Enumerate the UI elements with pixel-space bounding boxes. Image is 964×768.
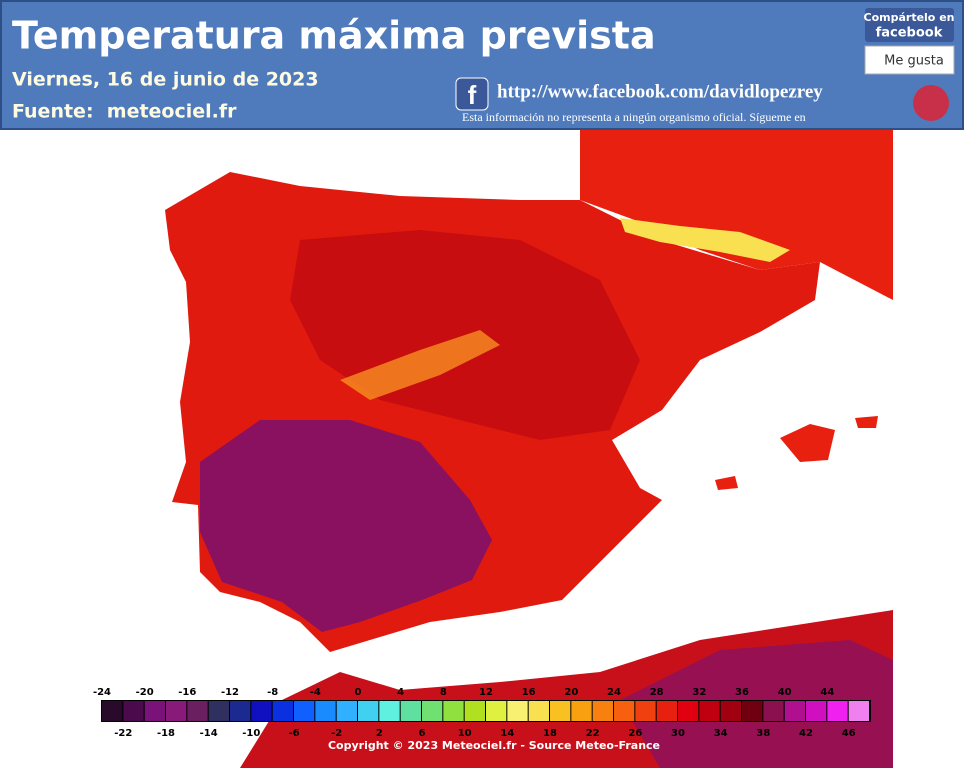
france-region [580, 130, 893, 300]
legend-cell [422, 701, 443, 721]
logo [913, 85, 949, 121]
legend-label: -20 [136, 687, 154, 698]
legend-cell [592, 701, 613, 721]
disclaimer: Esta información no representa a ningún … [462, 110, 806, 124]
legend-cell [187, 701, 208, 721]
legend-cell [614, 701, 635, 721]
legend-label: 28 [650, 687, 664, 698]
legend-label: 40 [778, 687, 792, 698]
legend-cell [358, 701, 379, 721]
legend-cell [208, 701, 229, 721]
legend-cell [102, 701, 123, 721]
legend-label: -2 [331, 728, 342, 739]
legend-label: 12 [479, 687, 493, 698]
legend-label: 4 [397, 687, 404, 698]
legend-label: 20 [564, 687, 578, 698]
legend-label: 22 [586, 728, 600, 739]
legend-cell [763, 701, 784, 721]
header: Temperatura máxima prevista Viernes, 16 … [0, 0, 964, 130]
legend-label: 6 [419, 728, 426, 739]
legend: -24-22-20-18-16-14-12-10-8-6-4-202468101… [93, 687, 871, 739]
legend-cell [848, 701, 869, 721]
facebook-icon-letter: f [468, 80, 477, 110]
facebook-url[interactable]: http://www.facebook.com/davidlopezrey [497, 81, 823, 102]
legend-label: 16 [522, 687, 536, 698]
legend-label: -10 [242, 728, 260, 739]
legend-label: 38 [756, 728, 770, 739]
legend-cell [272, 701, 293, 721]
like-button[interactable] [864, 45, 955, 75]
legend-cell [379, 701, 400, 721]
legend-label: 0 [355, 687, 362, 698]
legend-label: 44 [820, 687, 834, 698]
legend-cell [806, 701, 827, 721]
legend-label: 34 [714, 728, 728, 739]
legend-cell [507, 701, 528, 721]
legend-label: 32 [692, 687, 706, 698]
legend-cell [827, 701, 848, 721]
share-button[interactable] [865, 8, 954, 42]
legend-cell [571, 701, 592, 721]
legend-cell [528, 701, 549, 721]
source: Fuente: meteociel.fr [12, 101, 237, 123]
legend-label: -24 [93, 687, 111, 698]
legend-label: 36 [735, 687, 749, 698]
legend-label: -16 [178, 687, 196, 698]
legend-cell [550, 701, 571, 721]
legend-cell [294, 701, 315, 721]
legend-cell [166, 701, 187, 721]
legend-label: 8 [440, 687, 447, 698]
legend-label: 24 [607, 687, 621, 698]
central-mountains [340, 330, 500, 400]
legend-label: 30 [671, 728, 685, 739]
legend-label: -22 [114, 728, 132, 739]
title: Temperatura máxima prevista [12, 14, 656, 58]
legend-label: 46 [842, 728, 856, 739]
facebook-icon [455, 77, 489, 111]
share-line2: facebook [876, 26, 943, 41]
legend-label: -6 [288, 728, 299, 739]
legend-label: 18 [543, 728, 557, 739]
legend-cell [699, 701, 720, 721]
legend-cell [486, 701, 507, 721]
share-line1: Compártelo en [864, 11, 955, 24]
menorca [855, 416, 878, 428]
legend-cell [400, 701, 421, 721]
mallorca [780, 424, 835, 462]
legend-cell [230, 701, 251, 721]
legend-label: 14 [500, 728, 514, 739]
legend-cell [123, 701, 144, 721]
legend-cell [656, 701, 677, 721]
legend-label: 10 [458, 728, 472, 739]
legend-label: -12 [221, 687, 239, 698]
legend-cell [336, 701, 357, 721]
legend-cell [315, 701, 336, 721]
legend-cell [678, 701, 699, 721]
legend-cell [635, 701, 656, 721]
legend-cell [784, 701, 805, 721]
like-label: Me gusta [884, 54, 944, 69]
southwest-hot-zone [200, 420, 492, 632]
copyright: Copyright © 2023 Meteociel.fr - Source M… [328, 739, 660, 752]
legend-cell [251, 701, 272, 721]
legend-label: 2 [376, 728, 383, 739]
legend-cell [464, 701, 485, 721]
legend-cell [144, 701, 165, 721]
ibiza [715, 476, 738, 490]
pyrenees-cool-zone [620, 218, 790, 262]
legend-cell [742, 701, 763, 721]
legend-label: -18 [157, 728, 175, 739]
legend-cell [720, 701, 741, 721]
legend-label: -4 [310, 687, 321, 698]
legend-label: 42 [799, 728, 813, 739]
legend-label: -8 [267, 687, 278, 698]
date: Viernes, 16 de junio de 2023 [12, 69, 319, 91]
legend-label: -14 [200, 728, 218, 739]
legend-cell [443, 701, 464, 721]
legend-label: 26 [628, 728, 642, 739]
